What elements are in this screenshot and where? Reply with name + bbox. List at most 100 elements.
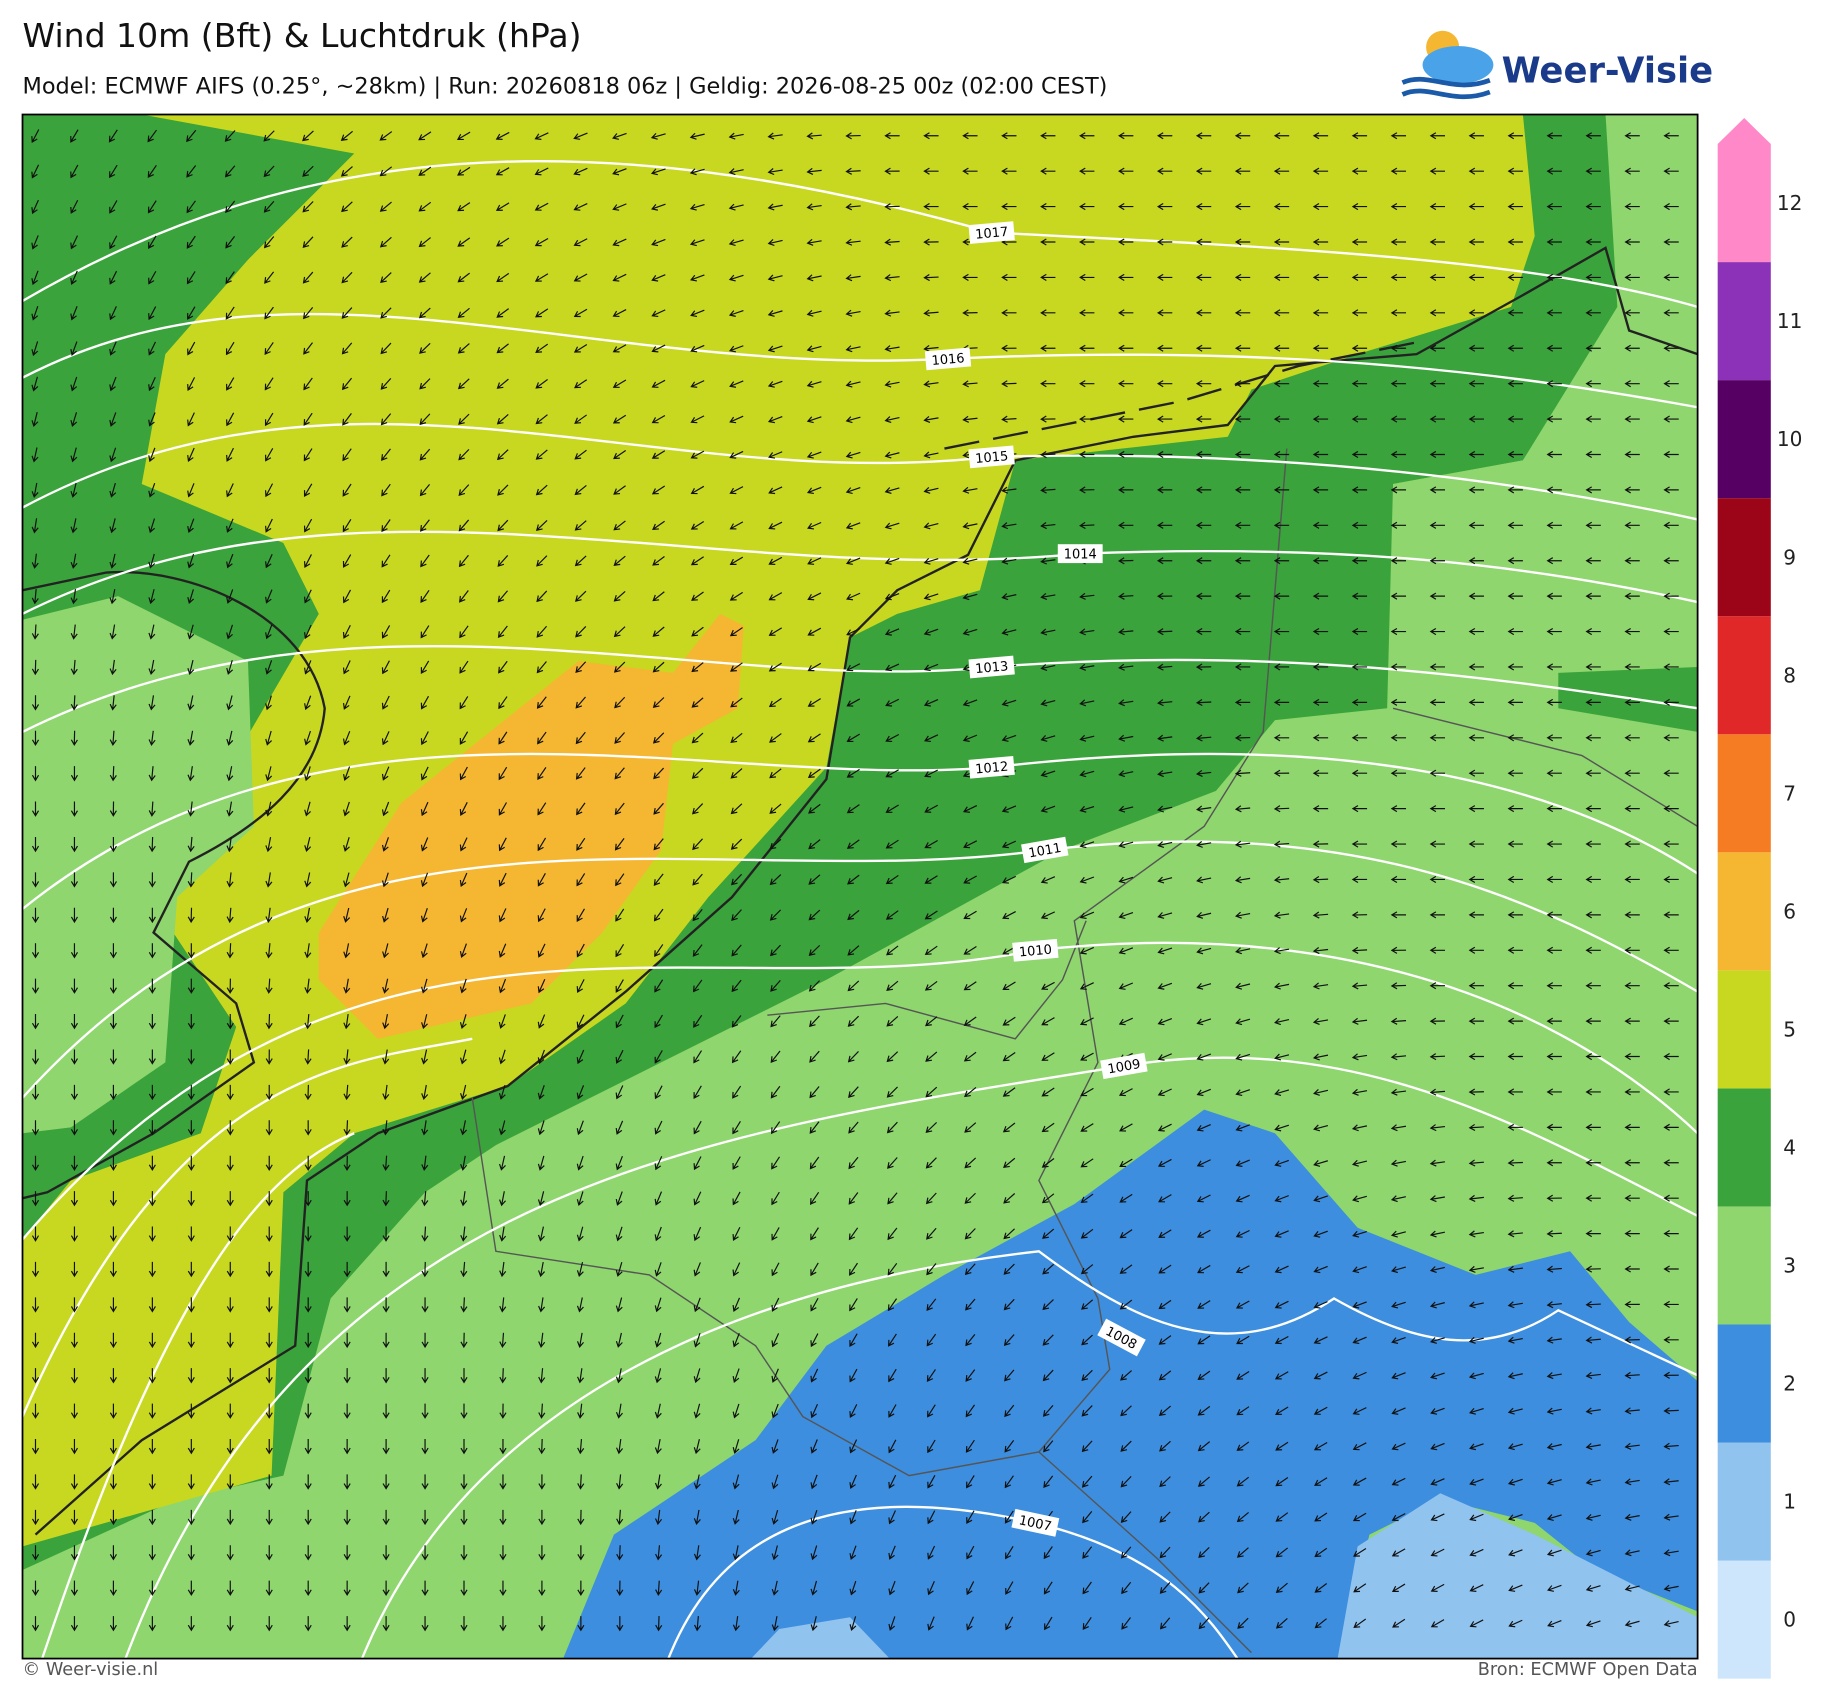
wind-arrow (1663, 734, 1679, 742)
wind-arrow (806, 486, 822, 495)
wind-arrow (1156, 486, 1173, 494)
wind-arrow (148, 695, 156, 711)
wind-arrow (1195, 273, 1212, 281)
wind-arrow (1663, 521, 1679, 529)
wind-arrow (1040, 486, 1056, 494)
wind-arrow (1585, 203, 1601, 211)
wind-arrow (845, 274, 861, 282)
wind-arrow (187, 377, 196, 391)
wind-arrow (459, 731, 469, 745)
wind-arrow (849, 1262, 858, 1276)
isobar-label-text: 1011 (1027, 841, 1062, 862)
colorbar-swatch (1717, 1206, 1771, 1325)
wind-arrow (304, 1439, 312, 1455)
wind-arrow (460, 1120, 468, 1136)
wind-arrow (1314, 1477, 1328, 1486)
wind-arrow (1275, 1618, 1288, 1629)
wind-arrow (498, 1084, 506, 1100)
wind-arrow (1624, 805, 1640, 813)
wind-arrow (1507, 486, 1523, 494)
wind-arrow (1195, 698, 1212, 707)
colorbar-label: 1 (1783, 1490, 1796, 1514)
wind-arrow (148, 1226, 156, 1242)
wind-arrow (343, 943, 351, 959)
wind-arrow (109, 1545, 117, 1561)
wind-arrow (845, 557, 861, 565)
wind-arrow (1081, 1405, 1093, 1417)
wind-arrow (1156, 450, 1173, 459)
wind-arrow (109, 589, 117, 605)
wind-arrow (109, 553, 117, 569)
wind-arrow (226, 1084, 234, 1101)
wind-arrow (265, 1191, 273, 1207)
wind-arrow (693, 1085, 702, 1100)
wind-arrow (1001, 628, 1017, 636)
wind-arrow (459, 1049, 467, 1065)
wind-arrow (923, 344, 939, 353)
wind-arrow (31, 482, 39, 498)
wind-arrow (845, 380, 861, 388)
wind-arrow (573, 273, 588, 282)
wind-arrow (1003, 1193, 1016, 1204)
wind-arrow (226, 589, 234, 604)
wind-arrow (1195, 203, 1212, 211)
wind-arrow (1001, 486, 1017, 494)
colorbar-label: 5 (1783, 1017, 1796, 1041)
wind-arrow (728, 239, 744, 247)
wind-arrow (614, 696, 626, 709)
wind-arrow (264, 306, 274, 320)
wind-arrow (457, 307, 470, 319)
wind-arrow (1157, 699, 1173, 707)
wind-arrow (302, 306, 314, 320)
wind-arrow (1468, 1194, 1484, 1202)
wind-arrow (1158, 1405, 1172, 1416)
wind-arrow (924, 875, 938, 884)
wind-arrow (806, 203, 822, 211)
wind-arrow (1235, 1194, 1250, 1203)
wind-arrow (1507, 1301, 1523, 1309)
wind-arrow (499, 1261, 507, 1278)
wind-arrow (1156, 557, 1173, 565)
wind-arrow (342, 660, 351, 675)
wind-arrow (1585, 628, 1601, 636)
isobar-label-text: 1017 (975, 225, 1009, 243)
wind-arrow (421, 1368, 429, 1384)
wind-arrow (1624, 167, 1640, 175)
wind-arrow (341, 377, 353, 391)
wind-arrow (1121, 1617, 1131, 1630)
wind-arrow (1390, 450, 1407, 459)
wind-arrow (1624, 309, 1640, 317)
wind-arrow (1234, 238, 1251, 246)
wind-arrow (382, 1580, 390, 1596)
wind-arrow (1040, 344, 1056, 352)
wind-arrow (1119, 1123, 1133, 1132)
wind-arrow (148, 766, 156, 782)
wind-arrow (1196, 982, 1212, 990)
wind-arrow (612, 344, 627, 353)
wind-arrow (534, 167, 549, 176)
wind-arrow (304, 978, 312, 994)
colorbar-label: 8 (1783, 663, 1796, 687)
wind-arrow (1079, 699, 1095, 707)
wind-arrow (70, 1332, 78, 1349)
wind-arrow (963, 981, 977, 991)
wind-arrow (1079, 344, 1095, 352)
wind-arrow (226, 1474, 234, 1490)
wind-arrow (1082, 1546, 1093, 1559)
wind-area-4 (22, 114, 142, 555)
wind-arrow (1663, 1584, 1679, 1592)
wind-arrow (1507, 203, 1523, 211)
wind-arrow (421, 1297, 429, 1313)
isobar-labels: 1017101610151014101310121011101010091008… (924, 221, 1148, 1537)
wind-arrow (1351, 698, 1368, 706)
wind-arrow (885, 804, 899, 813)
wind-arrow (729, 486, 744, 495)
wind-arrow (499, 1403, 507, 1419)
wind-arrow (1585, 380, 1601, 388)
wind-arrow (732, 1616, 740, 1632)
wind-arrow (769, 768, 782, 779)
wind-arrow (31, 1084, 40, 1101)
wind-arrow (303, 554, 312, 569)
wind-arrow (887, 1192, 898, 1205)
wind-arrow (615, 1155, 623, 1171)
